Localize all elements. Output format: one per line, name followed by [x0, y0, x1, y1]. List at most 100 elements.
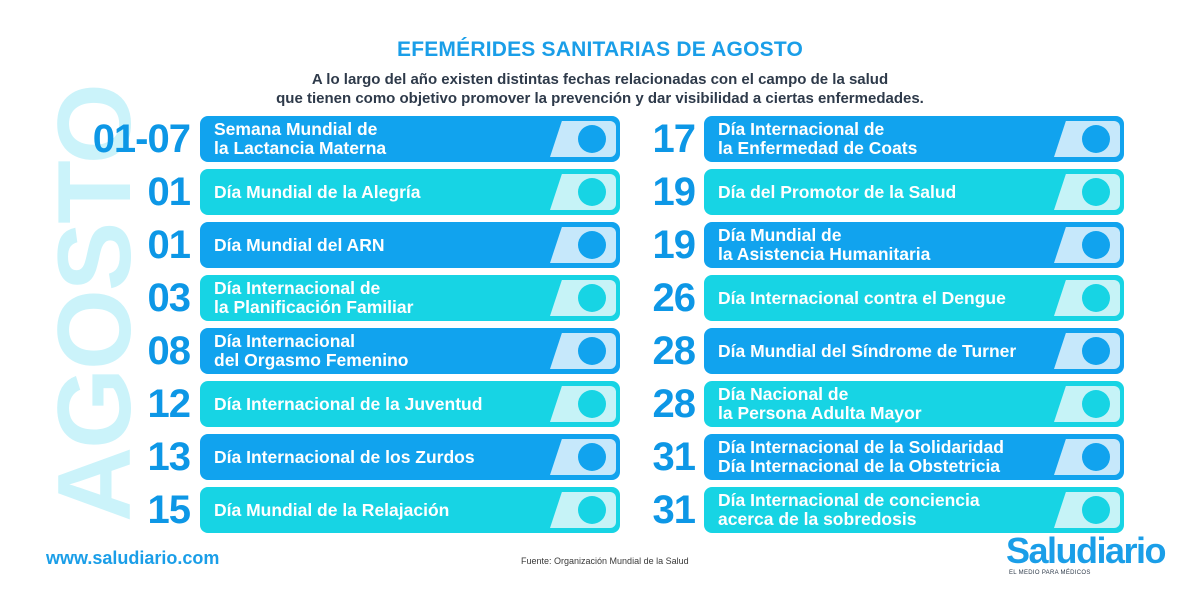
toggle-tab-icon — [1054, 174, 1120, 210]
circle-icon — [1082, 496, 1110, 524]
event-date: 01 — [147, 223, 192, 267]
event-label-line-1: Día Internacional de la Solidaridad — [718, 437, 1004, 457]
event-banner: Día Internacional de conciencia acerca de… — [704, 487, 1124, 533]
toggle-tab-icon — [1054, 492, 1120, 528]
subtitle-line-2: que tienen como objetivo promover la pre… — [276, 90, 924, 107]
event-label-line-1: Semana Mundial de — [214, 119, 378, 139]
brand-tagline: EL MEDIO PARA MÉDICOS — [1009, 570, 1091, 576]
event-label-line-1: Día Mundial de la Relajación — [214, 499, 450, 520]
event-date: 17 — [652, 117, 697, 161]
banner-background — [200, 275, 620, 321]
event-banner: Día Internacional de la Solidaridad Día I… — [704, 434, 1124, 480]
event-label-line-1: Día Mundial del Síndrome de Turner — [718, 340, 1017, 361]
event-label-line-1: Día Nacional de — [718, 384, 849, 404]
circle-icon — [578, 337, 606, 365]
event-label: Día Nacional de la Persona Adulta Mayor — [718, 381, 1048, 427]
event-date: 15 — [147, 488, 192, 532]
circle-icon — [578, 496, 606, 524]
circle-icon — [1082, 178, 1110, 206]
event-banner: Día Nacional de la Persona Adulta Mayor — [704, 381, 1124, 427]
event-label-line-2: acerca de la sobredosis — [718, 509, 917, 529]
toggle-tab-icon — [1054, 333, 1120, 369]
event-label: Día Mundial de la Asistencia Humanitaria — [718, 222, 1048, 268]
circle-icon — [578, 443, 606, 471]
subtitle-line-1: A lo largo del año existen distintas fec… — [311, 71, 889, 88]
toggle-tab-icon — [550, 439, 616, 475]
toggle-tab-icon — [1054, 386, 1120, 422]
circle-icon — [1082, 390, 1110, 418]
event-banner: Día Internacional de la Juventud — [200, 381, 620, 427]
event-label-line-2: la Persona Adulta Mayor — [718, 403, 922, 423]
event-date: 28 — [652, 382, 697, 426]
event-date: 13 — [147, 435, 192, 479]
banner-background — [704, 487, 1124, 533]
event-date: 19 — [652, 223, 697, 267]
event-label-line-1: Día Internacional de — [718, 119, 885, 139]
banner-background — [200, 328, 620, 374]
event-label: Día Internacional de conciencia acerca de… — [718, 487, 1048, 533]
event-banner: Semana Mundial de la Lactancia Materna — [200, 116, 620, 162]
event-banner: Día Internacional del Orgasmo Femenino — [200, 328, 620, 374]
event-banner: Día Internacional contra el Dengue — [704, 275, 1124, 321]
event-label: Día Internacional del Orgasmo Femenino — [214, 328, 544, 374]
banner-background — [200, 222, 620, 268]
event-date: 28 — [652, 329, 697, 373]
event-label-line-1: Día Mundial del ARN — [214, 234, 385, 255]
circle-icon — [1082, 443, 1110, 471]
event-banner: Día Mundial de la Alegría — [200, 169, 620, 215]
banner-background — [704, 328, 1124, 374]
banner-background — [200, 169, 620, 215]
footer-url[interactable]: www.saludiario.com — [46, 548, 220, 568]
event-date: 19 — [652, 170, 697, 214]
event-label-line-1: Día Mundial de la Alegría — [214, 181, 421, 202]
event-label: Día del Promotor de la Salud — [718, 169, 1048, 215]
event-label-line-1: Día Internacional de los Zurdos — [214, 446, 475, 467]
event-label-line-2: la Asistencia Humanitaria — [718, 244, 931, 264]
banner-background — [200, 487, 620, 533]
event-label: Día Internacional de la Planificación Fam… — [214, 275, 544, 321]
event-date: 03 — [147, 276, 192, 320]
event-label-line-2: la Enfermedad de Coats — [718, 138, 918, 158]
circle-icon — [578, 390, 606, 418]
circle-icon — [1082, 231, 1110, 259]
toggle-tab-icon — [550, 174, 616, 210]
event-banner: Día Mundial del Síndrome de Turner — [704, 328, 1124, 374]
event-label: Día Internacional contra el Dengue — [718, 275, 1048, 321]
toggle-tab-icon — [550, 227, 616, 263]
event-label-line-1: Día del Promotor de la Salud — [718, 181, 957, 202]
event-banner: Día Mundial del ARN — [200, 222, 620, 268]
event-label-line-2: la Lactancia Materna — [214, 138, 387, 158]
event-label-line-1: Día Internacional contra el Dengue — [718, 287, 1006, 308]
banner-background — [200, 116, 620, 162]
circle-icon — [1082, 125, 1110, 153]
event-banner: Día Mundial de la Relajación — [200, 487, 620, 533]
event-date: 31 — [652, 435, 697, 479]
event-label-line-1: Día Internacional de conciencia — [718, 490, 980, 510]
toggle-tab-icon — [550, 280, 616, 316]
banner-background — [704, 222, 1124, 268]
event-date: 08 — [147, 329, 192, 373]
event-label-line-2: Día Internacional de la Obstetricia — [718, 456, 1001, 476]
circle-icon — [578, 284, 606, 312]
event-label: Día Mundial del ARN — [214, 222, 544, 268]
event-date: 26 — [652, 276, 697, 320]
banner-background — [200, 434, 620, 480]
banner-background — [704, 169, 1124, 215]
toggle-tab-icon — [1054, 439, 1120, 475]
circle-icon — [578, 125, 606, 153]
circle-icon — [578, 178, 606, 206]
event-date: 01-07 — [92, 117, 191, 161]
event-banner: Día Internacional de los Zurdos — [200, 434, 620, 480]
source-note: Fuente: Organización Mundial de la Salud — [521, 556, 689, 566]
event-label-line-2: del Orgasmo Femenino — [214, 350, 409, 370]
toggle-tab-icon — [550, 121, 616, 157]
event-label: Día Internacional de la Enfermedad de Coa… — [718, 116, 1048, 162]
event-label: Día Mundial de la Alegría — [214, 169, 544, 215]
event-date: 12 — [147, 382, 192, 426]
banner-background — [704, 275, 1124, 321]
event-date: 01 — [147, 170, 192, 214]
toggle-tab-icon — [1054, 227, 1120, 263]
toggle-tab-icon — [1054, 121, 1120, 157]
brand-logo: Saludiario — [1006, 530, 1167, 571]
event-label-line-1: Día Internacional — [214, 331, 356, 351]
